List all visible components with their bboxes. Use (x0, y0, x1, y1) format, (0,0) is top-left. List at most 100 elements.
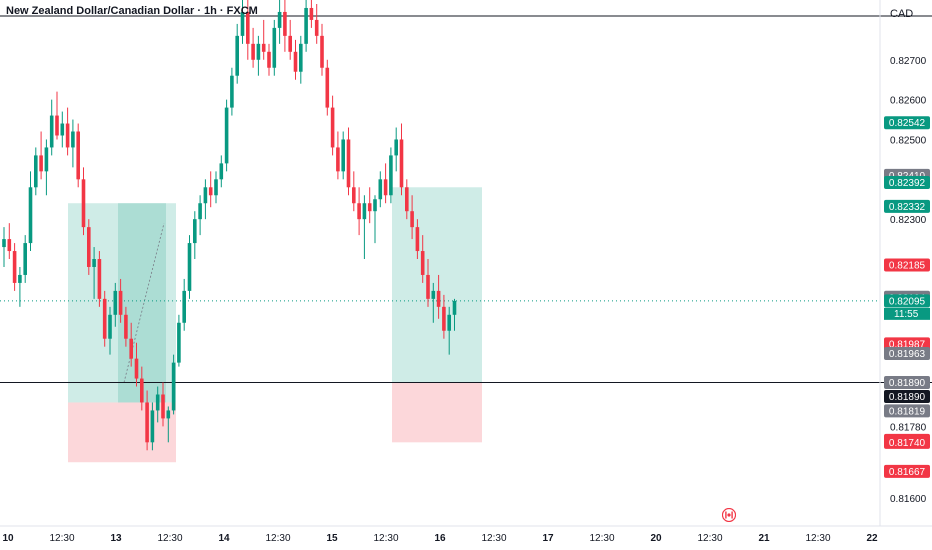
chart-title: New Zealand Dollar/Canadian Dollar · 1h … (6, 5, 258, 17)
loss-zone (68, 402, 176, 463)
price-badge-bg (884, 404, 930, 418)
currency-label[interactable]: CAD (890, 8, 914, 20)
candle-body (44, 147, 49, 172)
price-badge: 0.82392 (884, 176, 930, 190)
price-badge-label: 0.82185 (889, 260, 926, 271)
time-tick-label: 21 (758, 533, 770, 544)
price-badge-bg (884, 199, 930, 213)
price-badge: 0.81819 (884, 404, 930, 418)
candle-body (246, 11, 250, 44)
time-tick-label: 22 (866, 533, 878, 544)
price-badge-label: 0.81890 (889, 378, 926, 389)
candle-body (341, 139, 345, 172)
countdown-label: 11:55 (894, 309, 919, 320)
price-badges: 0.825420.824100.823920.823320.821850.821… (884, 116, 930, 478)
price-badge-bg (884, 176, 930, 190)
candle-body (426, 274, 430, 299)
candle-body (60, 123, 65, 136)
candle-body (18, 274, 22, 283)
candle-body (362, 203, 367, 220)
candle-body (431, 290, 436, 299)
price-badge-bg (884, 376, 930, 390)
candle-body (145, 402, 149, 443)
candle-body (39, 155, 43, 172)
candle-body (55, 115, 59, 136)
time-tick-label: 15 (326, 533, 338, 544)
price-tick-label: 0.81780 (890, 422, 927, 433)
time-tick-label: 12:30 (697, 533, 722, 544)
candle-body (113, 290, 118, 315)
time-tick-label: 10 (2, 533, 14, 544)
candle-body (330, 107, 335, 148)
canada-flag-icon[interactable] (722, 508, 736, 522)
candle-body (436, 290, 441, 307)
candle-body (28, 187, 33, 244)
candle-body (389, 155, 393, 196)
candle-body (251, 43, 255, 60)
time-tick-label: 12:30 (49, 533, 74, 544)
time-tick-label: 12:30 (481, 533, 506, 544)
candle-body (208, 187, 213, 196)
candlesticks (2, 0, 457, 451)
candle-body (299, 43, 303, 72)
candle-body (71, 131, 75, 148)
price-badge-label: 0.81667 (889, 467, 926, 478)
candle-body (182, 290, 186, 323)
price-badge-bg (884, 435, 930, 449)
candle-body (367, 203, 372, 212)
price-badge: 0.82095 (884, 294, 930, 308)
time-tick-label: 12:30 (265, 533, 290, 544)
candle-body (293, 51, 298, 72)
candle-body (155, 394, 160, 411)
candle-body (320, 35, 324, 68)
price-badge-label: 0.82095 (889, 296, 926, 307)
price-badge-label: 0.81987 (889, 339, 926, 350)
candle-body (97, 259, 102, 299)
price-badge-bg (884, 464, 930, 478)
candle-body (134, 358, 139, 379)
candle-body (399, 139, 404, 188)
time-axis[interactable]: 10 12:30 13 12:30 14 12:30 15 12:30 16 12:30 17 12:… (0, 525, 932, 544)
time-tick-label: 13 (110, 533, 122, 544)
candle-body (314, 19, 319, 36)
price-badge: 0.81890 (884, 376, 930, 390)
candle-body (394, 139, 398, 156)
candle-body (23, 243, 27, 275)
time-tick-label: 16 (434, 533, 446, 544)
candle-body (373, 199, 377, 212)
candle-body (87, 227, 91, 267)
price-badge: 0.81963 (884, 346, 930, 360)
price-tick-label: 0.82500 (890, 135, 927, 146)
candle-body (261, 43, 266, 52)
candle-body (224, 107, 229, 164)
candle-body (447, 314, 451, 331)
candle-body (277, 11, 282, 28)
candle-body (150, 410, 155, 443)
candle-body (203, 187, 208, 204)
price-badge-bg (884, 346, 930, 360)
price-badge-bg (884, 116, 930, 130)
price-badge-label: 0.81890 (889, 392, 926, 403)
candle-body (7, 239, 12, 252)
candle-body (124, 314, 128, 339)
candle-body (12, 251, 17, 283)
price-badge-label: 0.82392 (889, 178, 926, 189)
candle-body (410, 211, 414, 228)
price-badge: 0.81740 (884, 435, 930, 449)
candle-body (420, 251, 425, 275)
candle-body (288, 35, 292, 52)
price-badge: 0.81667 (884, 464, 930, 478)
price-badge-bg (884, 390, 930, 404)
candle-body (304, 7, 308, 44)
candle-body (214, 179, 218, 196)
candle-body (140, 378, 144, 403)
price-badge: 0.82542 (884, 116, 930, 130)
candle-body (378, 179, 383, 200)
time-tick-label: 17 (542, 533, 554, 544)
candle-body (272, 27, 277, 68)
candle-body (34, 155, 38, 188)
price-badge-bg (884, 258, 930, 272)
candle-body (256, 43, 261, 60)
profit-zone (392, 187, 482, 383)
